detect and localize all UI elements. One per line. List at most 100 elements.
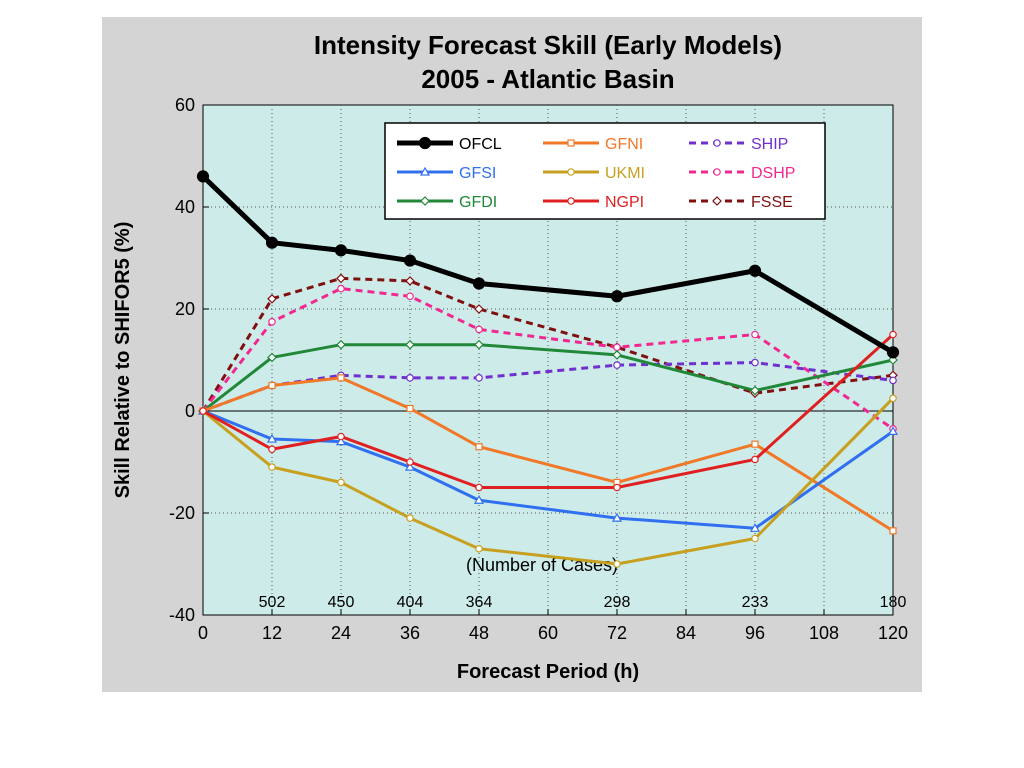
data-point xyxy=(751,358,759,367)
legend-item-fsse: FSSE xyxy=(689,194,793,211)
x-tick-label: 96 xyxy=(745,623,765,643)
case-count-label: 233 xyxy=(742,594,769,611)
data-point xyxy=(337,432,345,441)
data-point xyxy=(268,445,276,454)
legend-label: DSHP xyxy=(751,165,795,182)
data-point xyxy=(751,440,759,448)
data-point xyxy=(610,290,624,303)
x-tick-label: 120 xyxy=(878,623,908,643)
data-point xyxy=(406,458,414,466)
data-point xyxy=(889,376,897,385)
axis-ticks: 0 12 24 36 48 60 72 84 96 108 120 -40 -20 0 20 40 60 xyxy=(169,95,908,643)
data-point xyxy=(406,404,414,413)
x-tick-label: 48 xyxy=(469,623,489,643)
y-tick-label: 60 xyxy=(175,95,195,115)
data-point xyxy=(472,277,486,290)
y-tick-label: -40 xyxy=(169,605,195,625)
legend-label: FSSE xyxy=(751,194,793,211)
data-point xyxy=(613,483,621,492)
x-tick-label: 60 xyxy=(538,623,558,643)
data-point xyxy=(336,273,346,284)
x-tick-label: 108 xyxy=(809,623,839,643)
legend-label: GFSI xyxy=(459,165,496,182)
series-line-dshp xyxy=(201,287,894,431)
series-line-gfni xyxy=(202,376,894,533)
series-ofcl xyxy=(196,170,900,359)
legend-label: GFDI xyxy=(459,194,497,211)
data-point xyxy=(751,455,759,464)
case-count-label: 450 xyxy=(328,594,355,611)
data-point xyxy=(567,197,575,205)
y-axis-title: Skill Relative to SHIFOR5 (%) xyxy=(112,222,134,499)
data-point xyxy=(889,527,897,535)
data-point xyxy=(475,443,483,451)
data-point xyxy=(886,346,900,359)
data-point xyxy=(268,317,276,326)
legend-item-ngpi: NGPI xyxy=(543,194,644,211)
data-point xyxy=(405,276,415,286)
number-of-cases: 502 450 404 364 298 233 180 xyxy=(259,594,907,611)
series-line-ofcl xyxy=(201,174,895,355)
legend-label: NGPI xyxy=(605,194,644,211)
data-point xyxy=(749,523,761,532)
data-point xyxy=(567,168,575,176)
data-point xyxy=(266,433,278,443)
data-point xyxy=(475,483,483,492)
series-line-gfdi xyxy=(202,343,894,413)
data-point xyxy=(334,244,348,257)
data-point xyxy=(712,196,722,206)
data-point xyxy=(613,560,621,568)
data-point xyxy=(337,374,345,382)
legend-item-gfdi: GFDI xyxy=(397,194,497,211)
case-count-label: 364 xyxy=(466,594,493,611)
data-point xyxy=(713,139,721,147)
data-point xyxy=(420,196,430,206)
data-point xyxy=(267,352,277,363)
data-point xyxy=(405,339,415,350)
data-point xyxy=(751,330,759,339)
legend-item-ukmi: UKMI xyxy=(543,165,645,182)
data-point xyxy=(613,343,621,352)
data-point xyxy=(475,544,483,553)
data-point xyxy=(750,385,760,396)
y-tick-label: 20 xyxy=(175,299,195,319)
data-point xyxy=(473,495,485,504)
y-tick-label: 0 xyxy=(185,401,195,421)
data-point xyxy=(406,292,414,301)
data-point xyxy=(475,325,483,334)
x-tick-label: 72 xyxy=(607,623,627,643)
data-point xyxy=(337,478,345,487)
data-point xyxy=(337,284,345,293)
data-point xyxy=(567,139,575,147)
data-point xyxy=(887,426,899,435)
legend-label: UKMI xyxy=(605,165,645,182)
data-point xyxy=(474,339,484,350)
data-point xyxy=(336,339,346,350)
legend-label: GFNI xyxy=(605,136,643,153)
data-point xyxy=(404,461,416,471)
x-tick-label: 36 xyxy=(400,623,420,643)
case-count-label: 298 xyxy=(604,594,631,611)
data-point xyxy=(265,236,279,249)
data-point xyxy=(713,168,721,176)
data-point xyxy=(196,170,210,183)
series-line-gfsi xyxy=(202,409,894,530)
data-point xyxy=(751,534,759,543)
data-point xyxy=(199,407,207,415)
legend-item-gfsi: GFSI xyxy=(397,165,496,182)
y-tick-label: 40 xyxy=(175,197,195,217)
legend-item-gfni: GFNI xyxy=(543,136,643,153)
data-point xyxy=(419,166,431,176)
data-point xyxy=(406,514,414,522)
legend-item-ofcl: OFCL xyxy=(397,136,502,153)
legend-item-ship: SHIP xyxy=(689,136,788,153)
data-point xyxy=(613,361,621,369)
series-ngpi xyxy=(199,330,897,492)
data-point xyxy=(403,254,417,267)
data-point xyxy=(611,512,623,522)
x-tick-label: 24 xyxy=(331,623,351,643)
series-line-ukmi xyxy=(202,397,895,566)
x-tick-label: 12 xyxy=(262,623,282,643)
data-point xyxy=(612,350,622,360)
data-point xyxy=(267,293,277,304)
